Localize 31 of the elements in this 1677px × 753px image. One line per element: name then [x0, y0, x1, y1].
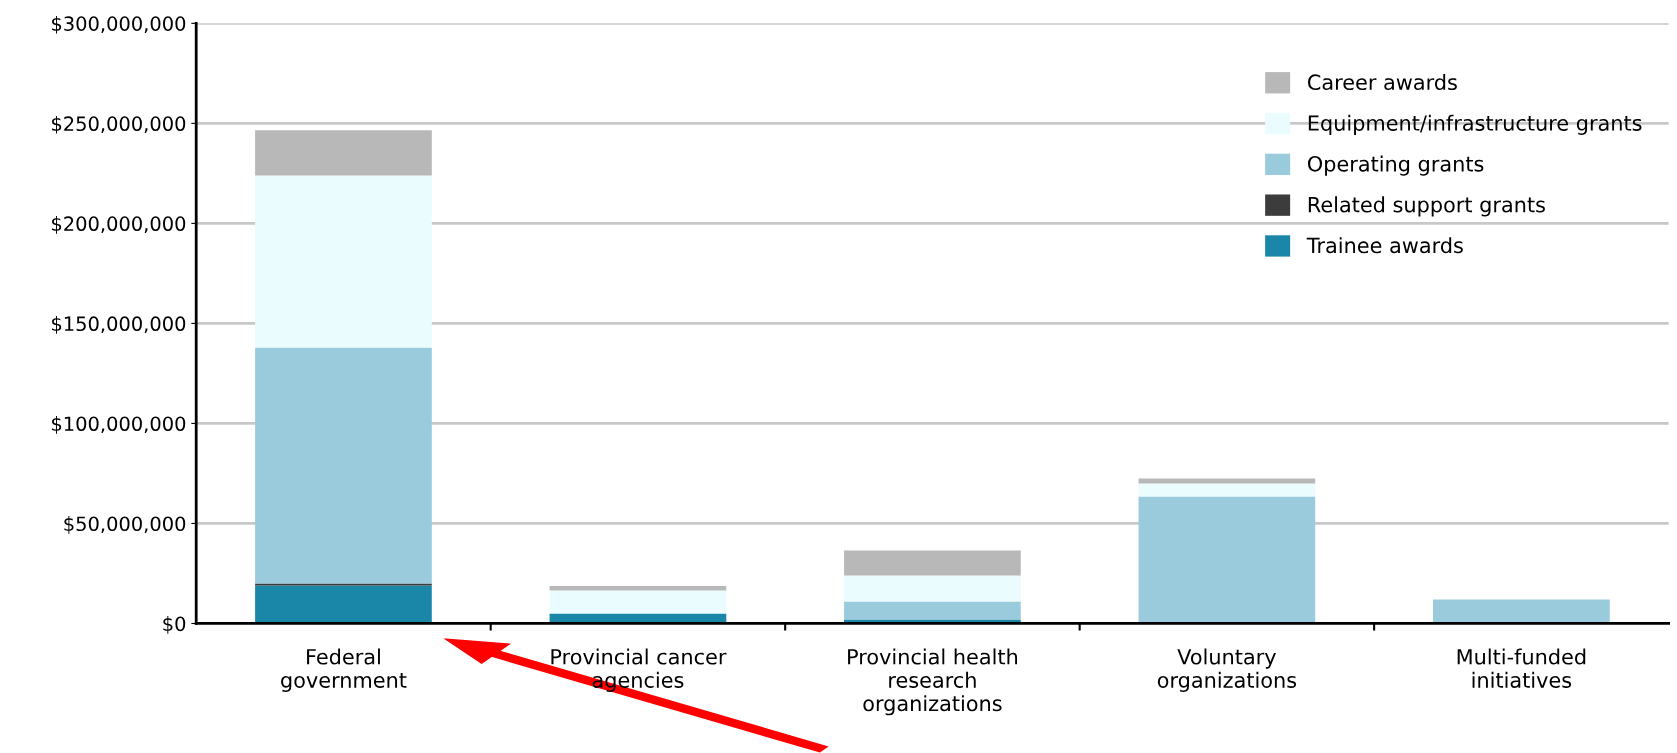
x-tick-label: Voluntary organizations [1157, 648, 1297, 692]
y-tick-label: $50,000,000 [64, 516, 186, 534]
bar [549, 613, 727, 624]
bar [255, 130, 432, 176]
bar [844, 550, 1021, 576]
y-tick-label: $300,000,000 [52, 15, 186, 34]
bar [844, 575, 1021, 602]
x-tick-label: Federal government [281, 648, 407, 692]
bar [255, 585, 432, 624]
legend-label: Related support grants [1308, 196, 1545, 217]
x-tick-label: Multi-funded initiatives [1457, 648, 1586, 688]
legend-label: Equipment/infrastructure grants [1308, 114, 1642, 135]
bar [1138, 478, 1316, 484]
y-tick-label: $100,000,000 [52, 416, 186, 434]
bar [549, 586, 727, 591]
bar [1138, 483, 1316, 497]
bar [255, 175, 432, 348]
y-tick-label: $250,000,000 [52, 115, 186, 134]
bar [844, 601, 1021, 620]
x-tick-label: Provincial health research organizations [848, 648, 1018, 716]
bar [1433, 599, 1610, 624]
y-tick-label: $150,000,000 [52, 316, 186, 334]
legend-label: Operating grants [1307, 155, 1484, 176]
y-tick-label: $0 [163, 616, 186, 634]
legend-label: Career awards [1307, 73, 1457, 91]
bar [255, 347, 432, 584]
bar [549, 590, 727, 614]
bar [255, 583, 432, 586]
legend-label: Trainee awards [1306, 237, 1463, 254]
y-tick-label: $200,000,000 [52, 216, 186, 234]
bar [1138, 496, 1316, 624]
